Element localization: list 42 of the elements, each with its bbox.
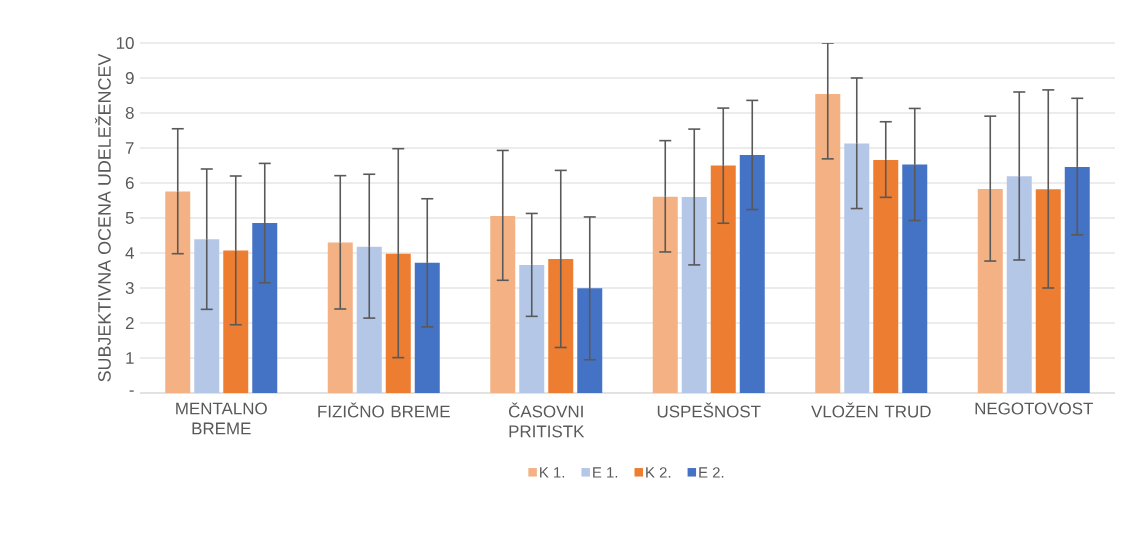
y-tick-label: 3 xyxy=(125,282,134,294)
x-tick-label: ČASOVNI PRITISTK xyxy=(509,402,585,438)
y-tick-label: 4 xyxy=(125,247,134,259)
bar xyxy=(710,165,736,393)
bar xyxy=(194,239,220,393)
bar xyxy=(977,188,1003,393)
x-tick-label: NEGOTOVOST xyxy=(975,402,1093,415)
bar xyxy=(652,196,678,393)
bar xyxy=(356,246,382,393)
y-tick-label: 1 xyxy=(126,352,134,364)
y-tick-label: - xyxy=(129,390,134,392)
bar xyxy=(739,155,765,393)
bar xyxy=(844,143,870,393)
bar xyxy=(1035,189,1061,393)
y-tick-label: 6 xyxy=(125,177,134,189)
x-tick-label: USPEŠNOST xyxy=(657,402,761,418)
bar xyxy=(815,94,841,393)
legend-label: E 1. xyxy=(593,467,618,478)
bar xyxy=(1064,166,1090,393)
bar xyxy=(1006,176,1032,393)
bar xyxy=(902,164,928,393)
legend-label: K 1. xyxy=(540,467,565,478)
bar xyxy=(252,222,278,393)
x-tick-label: VLOŽEN TRUD xyxy=(811,402,931,418)
y-tick-label: 2 xyxy=(125,317,134,329)
y-tick-label: 8 xyxy=(125,107,134,119)
legend-label: E 2. xyxy=(699,467,724,478)
y-tick-label: 5 xyxy=(125,212,134,224)
bar xyxy=(873,159,899,393)
bar xyxy=(414,262,440,393)
y-tick-label: 7 xyxy=(125,142,134,154)
bar xyxy=(165,191,191,393)
legend-label: K 2. xyxy=(646,467,671,478)
x-tick-label: FIZIČNO BREME xyxy=(318,402,450,418)
bar xyxy=(681,197,707,393)
bar xyxy=(490,215,516,393)
y-tick-label: 9 xyxy=(125,72,134,84)
bar xyxy=(519,264,545,393)
y-axis-title: SUBJEKTIVNA OCENA UDELEŽENCEV xyxy=(94,53,111,382)
bar xyxy=(327,242,353,393)
x-tick-label: MENTALNO BREME xyxy=(176,402,267,435)
y-tick-label: 10 xyxy=(116,37,134,49)
